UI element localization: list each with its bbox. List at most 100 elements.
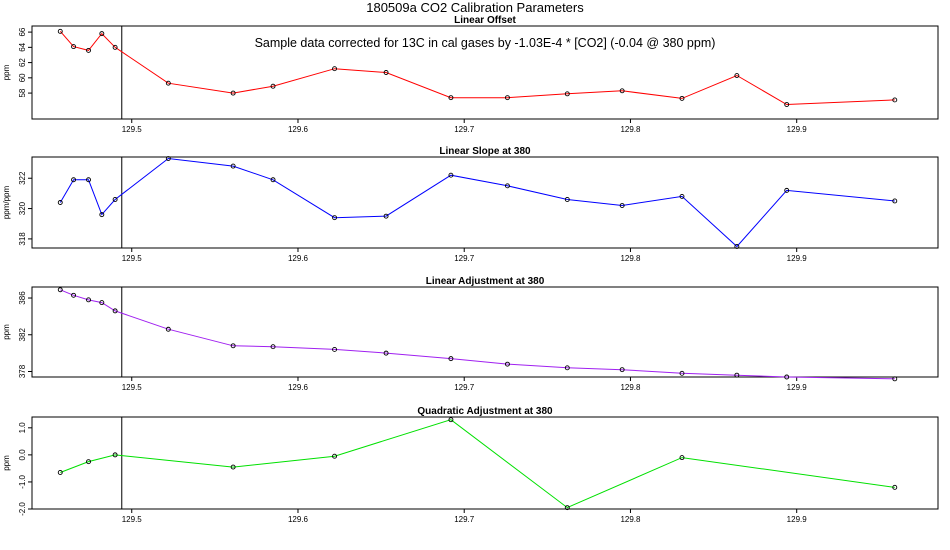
data-point: [892, 376, 898, 382]
data-point: [564, 197, 570, 202]
data-point: [71, 44, 77, 50]
plot-frame: [31, 156, 939, 249]
data-point: [734, 244, 740, 249]
data-point: [71, 292, 77, 298]
data-point: [112, 452, 118, 458]
data-point: [165, 156, 171, 161]
data-point: [230, 343, 236, 349]
data-point: [332, 346, 338, 352]
x-tick-label: 129.8: [620, 125, 641, 134]
data-point: [448, 356, 454, 362]
data-point: [679, 455, 685, 461]
y-tick-label: 66: [18, 27, 27, 36]
panel-2: Linear Slope at 380 129.5 129.6 129.7 129.8 1…: [2, 146, 939, 263]
data-point: [165, 80, 171, 86]
data-point: [99, 212, 105, 218]
y-tick-label: -2.0: [18, 502, 27, 516]
y-axis-label: ppm: [2, 64, 11, 80]
figure-title: 180509a CO2 Calibration Parameters: [366, 0, 584, 15]
data-point: [504, 95, 510, 101]
panel-title: Linear Offset: [454, 15, 516, 26]
data-point: [230, 90, 236, 96]
data-point: [734, 73, 740, 78]
series-line: [59, 30, 895, 106]
data-point: [270, 83, 276, 89]
data-point: [679, 95, 685, 101]
data-point: [734, 372, 740, 378]
y-axis-label: ppm: [2, 455, 11, 471]
data-point: [99, 31, 105, 37]
x-tick-label: 129.8: [620, 254, 641, 263]
y-tick-label: 0.0: [18, 449, 27, 461]
data-point: [892, 484, 898, 490]
data-point: [86, 177, 91, 183]
data-point: [165, 326, 171, 332]
x-tick-label: 129.7: [454, 254, 475, 263]
data-point: [564, 365, 570, 371]
y-tick-label: -1.0: [18, 475, 27, 489]
data-point: [383, 213, 389, 219]
data-point: [892, 97, 898, 103]
y-tick-label: 386: [18, 291, 27, 305]
data-point: [86, 47, 91, 53]
y-tick-label: 382: [18, 328, 27, 342]
x-tick-label: 129.9: [787, 125, 808, 134]
x-tick-label: 129.7: [454, 515, 475, 524]
data-point: [57, 200, 63, 205]
data-point: [784, 187, 790, 193]
x-tick-label: 129.6: [288, 515, 309, 524]
series-line: [60, 289, 895, 380]
y-tick-label: 320: [18, 201, 27, 215]
data-point: [230, 464, 236, 470]
x-tick-label: 129.6: [288, 383, 309, 392]
plot-frame: [31, 416, 939, 510]
panel-3: Linear Adjustment at 380 129.5 129.6 129.7 1…: [2, 276, 939, 392]
panel-1: Linear Offset 129.5 129.6 129.7 129.8 129.9 58…: [2, 15, 939, 134]
y-tick-label: 322: [18, 171, 27, 185]
data-point: [892, 198, 898, 204]
x-tick-label: 129.9: [787, 383, 808, 392]
data-point: [564, 91, 570, 97]
data-point: [332, 215, 338, 221]
plot-frame: [31, 25, 939, 120]
data-point: [619, 367, 625, 373]
data-point: [448, 172, 454, 178]
data-point: [679, 370, 685, 376]
x-tick-label: 129.8: [620, 515, 641, 524]
data-point: [57, 470, 63, 475]
data-point: [564, 505, 570, 511]
x-tick-label: 129.6: [288, 125, 309, 134]
x-tick-label: 129.5: [122, 383, 143, 392]
y-tick-label: 60: [18, 73, 27, 82]
data-point: [99, 300, 105, 306]
x-tick-label: 129.9: [787, 254, 808, 263]
y-axis-label: ppm: [2, 324, 11, 340]
data-point: [619, 88, 625, 94]
annotation: Sample data corrected for 13C in cal gas…: [255, 36, 716, 50]
data-point: [270, 177, 276, 183]
data-point: [504, 183, 510, 189]
x-tick-label: 129.6: [288, 254, 309, 263]
x-tick-label: 129.5: [122, 515, 143, 524]
panel-title: Linear Adjustment at 380: [426, 276, 545, 287]
data-point: [383, 70, 389, 75]
panel-title: Linear Slope at 380: [439, 146, 531, 157]
x-tick-label: 129.7: [454, 125, 475, 134]
data-point: [112, 197, 118, 202]
data-point: [504, 361, 510, 367]
y-tick-label: 378: [18, 364, 27, 378]
data-point: [86, 459, 91, 465]
y-tick-label: 58: [18, 88, 27, 97]
data-point: [448, 95, 454, 101]
x-tick-label: 129.5: [122, 254, 143, 263]
data-point: [270, 344, 276, 350]
data-point: [71, 177, 77, 183]
y-tick-label: 62: [18, 58, 27, 67]
x-tick-label: 129.9: [787, 515, 808, 524]
data-point: [57, 28, 63, 34]
y-axis-label: ppm/ppm: [2, 185, 11, 219]
data-point: [383, 350, 389, 356]
x-tick-label: 129.8: [620, 383, 641, 392]
data-point: [86, 297, 91, 303]
